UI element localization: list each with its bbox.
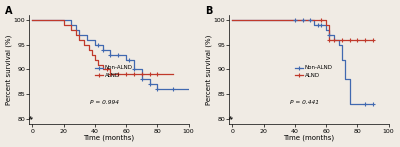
Text: P = 0.441: P = 0.441 [290, 100, 319, 105]
Legend: Non-ALND, ALND: Non-ALND, ALND [292, 63, 335, 80]
Legend: Non-ALND, ALND: Non-ALND, ALND [92, 63, 135, 80]
X-axis label: Time (months): Time (months) [83, 135, 134, 141]
Text: P = 0.994: P = 0.994 [90, 100, 119, 105]
Y-axis label: Percent survival (%): Percent survival (%) [6, 34, 12, 105]
Y-axis label: Percent survival (%): Percent survival (%) [206, 34, 212, 105]
Text: B: B [205, 6, 213, 16]
Text: A: A [5, 6, 13, 16]
X-axis label: Time (months): Time (months) [283, 135, 334, 141]
